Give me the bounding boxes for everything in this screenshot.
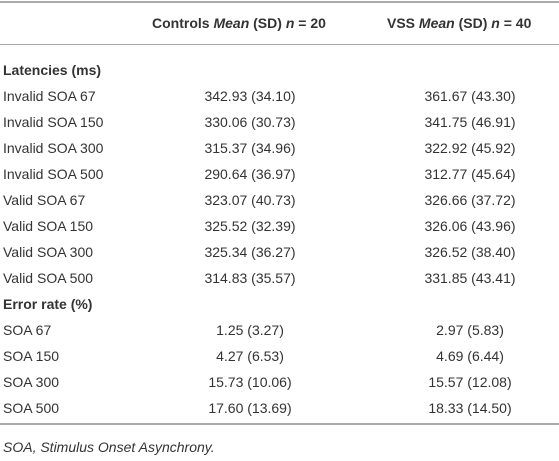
header-cell: VSS Mean (SD) n = 40 <box>387 14 531 32</box>
header-text: (SD) <box>458 15 488 31</box>
row-label: Invalid SOA 300 <box>3 140 104 156</box>
section-title: Latencies (ms) <box>3 62 102 78</box>
header-text: Mean <box>213 15 250 31</box>
value-cell: 361.67 (43.30) <box>424 88 516 104</box>
header-rule <box>0 44 559 45</box>
value-cell: 341.75 (46.91) <box>424 114 516 130</box>
row-label: Valid SOA 300 <box>3 244 94 260</box>
value-cell: 15.57 (12.08) <box>428 374 512 390</box>
header-text: (SD) <box>253 15 282 31</box>
value-cell: 15.73 (10.06) <box>208 374 292 390</box>
value-cell: 325.34 (36.27) <box>204 244 296 260</box>
value-cell: 326.66 (37.72) <box>424 192 516 208</box>
bottom-rule <box>0 423 559 425</box>
value-cell: 325.52 (32.39) <box>204 218 296 234</box>
value-cell: 315.37 (34.96) <box>204 140 296 156</box>
row-label: Invalid SOA 67 <box>3 88 96 104</box>
row-label: Valid SOA 150 <box>3 218 94 234</box>
value-cell: 342.93 (34.10) <box>204 88 296 104</box>
header-text: Controls <box>152 15 210 31</box>
row-label: Valid SOA 500 <box>3 270 94 286</box>
value-cell: 323.07 (40.73) <box>204 192 296 208</box>
value-cell: 17.60 (13.69) <box>208 400 292 416</box>
value-cell: 322.92 (45.92) <box>424 140 516 156</box>
value-cell: 1.25 (3.27) <box>216 322 284 338</box>
value-cell: 330.06 (30.73) <box>204 114 296 130</box>
header-cell: Controls Mean (SD) n = 20 <box>152 14 326 32</box>
header-text: Mean <box>418 15 455 31</box>
row-label: SOA 150 <box>3 348 60 364</box>
row-label: SOA 67 <box>3 322 52 338</box>
row-label: SOA 500 <box>3 400 60 416</box>
top-rule <box>0 1 559 3</box>
row-label: SOA 300 <box>3 374 60 390</box>
header-text: n <box>285 15 295 31</box>
row-label: Invalid SOA 500 <box>3 166 104 182</box>
footnote: SOA, Stimulus Onset Asynchrony. <box>3 439 215 455</box>
section-title: Error rate (%) <box>3 296 93 312</box>
value-cell: 312.77 (45.64) <box>424 166 516 182</box>
value-cell: 314.83 (35.57) <box>204 270 296 286</box>
header-text: VSS <box>387 15 416 31</box>
value-cell: 326.52 (38.40) <box>424 244 516 260</box>
value-cell: 18.33 (14.50) <box>428 400 512 416</box>
header-text: = 20 <box>298 15 326 31</box>
header-text: = 40 <box>503 15 532 31</box>
value-cell: 331.85 (43.41) <box>424 270 516 286</box>
value-cell: 290.64 (36.97) <box>204 166 296 182</box>
value-cell: 4.69 (6.44) <box>436 348 504 364</box>
row-label: Invalid SOA 150 <box>3 114 104 130</box>
row-label: Valid SOA 67 <box>3 192 86 208</box>
value-cell: 326.06 (43.96) <box>424 218 516 234</box>
value-cell: 4.27 (6.53) <box>216 348 284 364</box>
header-text: n <box>491 15 500 31</box>
value-cell: 2.97 (5.83) <box>436 322 504 338</box>
